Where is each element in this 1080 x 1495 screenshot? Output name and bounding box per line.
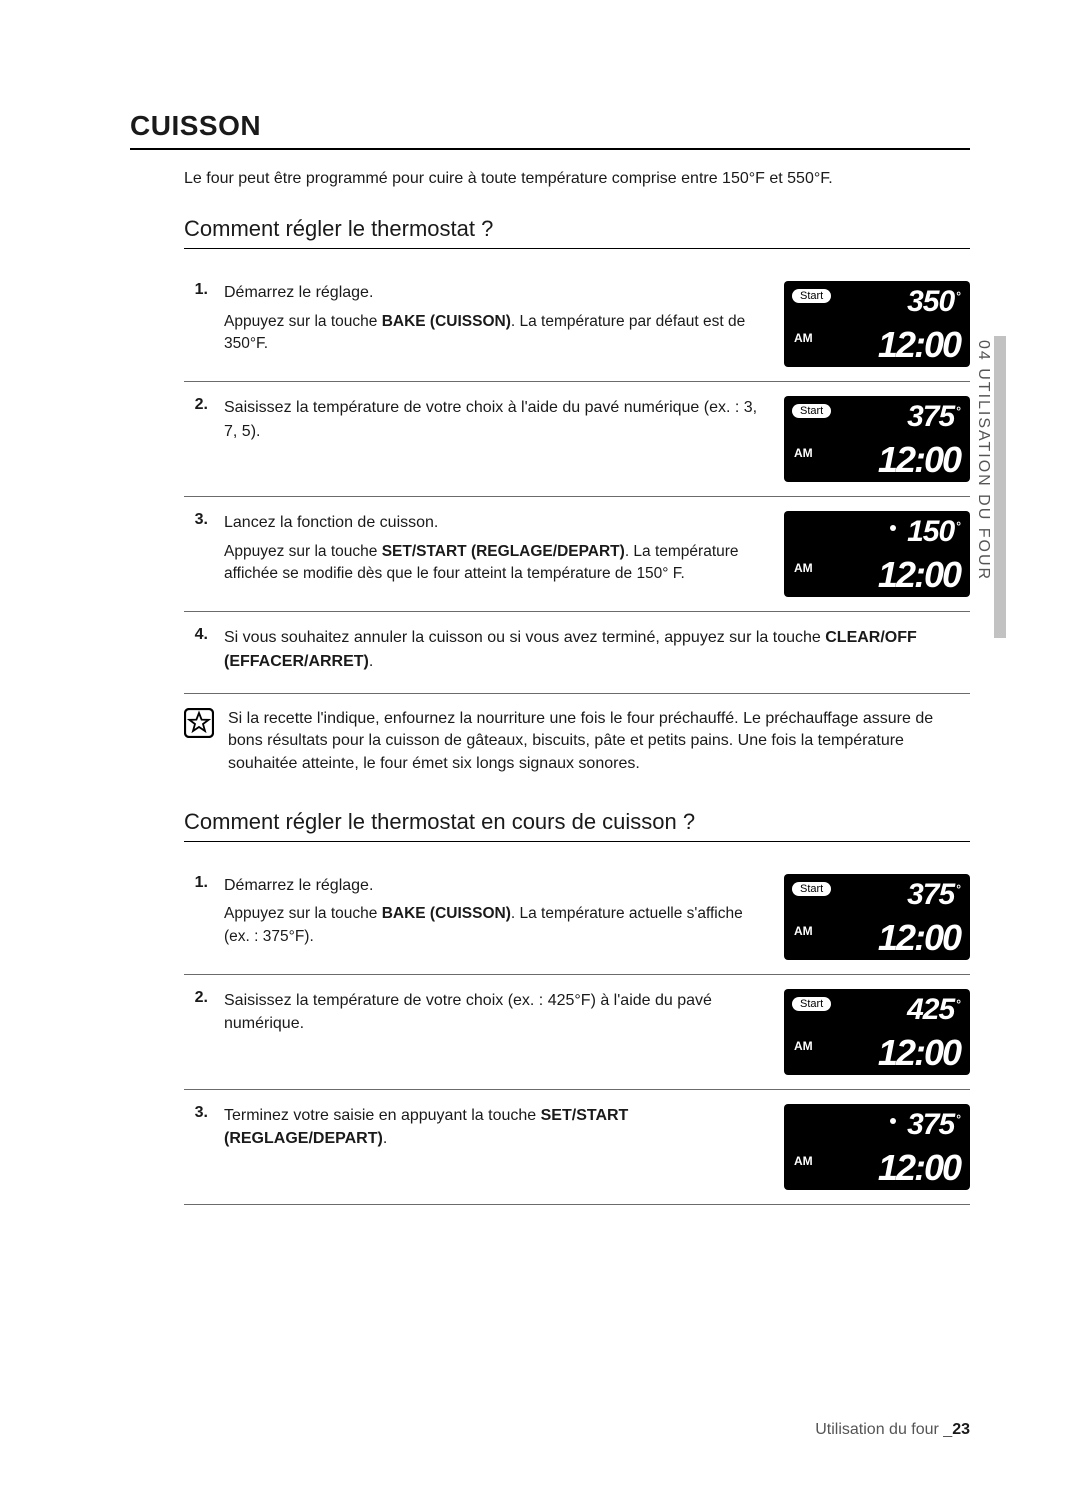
display-start-badge: Start	[792, 882, 831, 896]
step-row: 3. Lancez la fonction de cuisson.Appuyez…	[184, 497, 970, 612]
display-time: 12:00	[878, 1035, 960, 1071]
step-row: 4. Si vous souhaitez annuler la cuisson …	[184, 612, 970, 693]
footer-label: Utilisation du four _	[815, 1421, 952, 1438]
section-1: 1. Démarrez le réglage.Appuyez sur la to…	[184, 267, 970, 693]
oven-display: Start AM 375° 12:00	[784, 874, 970, 960]
step-row: 1. Démarrez le réglage.Appuyez sur la to…	[184, 267, 970, 382]
note-row: Si la recette l'indique, enfournez la no…	[184, 694, 970, 793]
step-number: 2.	[184, 396, 208, 482]
display-time: 12:00	[878, 327, 960, 363]
oven-display: AM 150° 12:00	[784, 511, 970, 597]
display-preheat-dot	[890, 1118, 896, 1124]
display-temp: 375°	[907, 400, 960, 434]
step-text: Si vous souhaitez annuler la cuisson ou …	[224, 626, 970, 678]
display-time: 12:00	[878, 1150, 960, 1186]
step-number: 1.	[184, 874, 208, 960]
side-tab-bar	[994, 336, 1006, 638]
display-time: 12:00	[878, 920, 960, 956]
step-number: 1.	[184, 281, 208, 367]
step-text: Lancez la fonction de cuisson.Appuyez su…	[224, 511, 768, 597]
page-footer: Utilisation du four _23	[815, 1421, 970, 1439]
step-text: Démarrez le réglage.Appuyez sur la touch…	[224, 281, 768, 367]
display-start-badge: Start	[792, 289, 831, 303]
display-am-label: AM	[794, 1154, 813, 1168]
display-temp: 150°	[907, 515, 960, 549]
oven-display: AM 375° 12:00	[784, 1104, 970, 1190]
display-am-label: AM	[794, 924, 813, 938]
oven-display: Start AM 425° 12:00	[784, 989, 970, 1075]
display-am-label: AM	[794, 331, 813, 345]
step-number: 3.	[184, 1104, 208, 1190]
oven-display: Start AM 350° 12:00	[784, 281, 970, 367]
display-time: 12:00	[878, 442, 960, 478]
step-text: Démarrez le réglage.Appuyez sur la touch…	[224, 874, 768, 960]
subheading-1: Comment régler le thermostat ?	[184, 216, 970, 249]
display-temp: 375°	[907, 878, 960, 912]
display-start-badge: Start	[792, 404, 831, 418]
display-am-label: AM	[794, 446, 813, 460]
oven-display: Start AM 375° 12:00	[784, 396, 970, 482]
footer-page: 23	[952, 1421, 970, 1438]
side-tab-label: 04 UTILISATION DU FOUR	[974, 340, 992, 581]
step-text: Saisissez la température de votre choix …	[224, 396, 768, 482]
display-temp: 425°	[907, 993, 960, 1027]
display-am-label: AM	[794, 561, 813, 575]
note-text: Si la recette l'indique, enfournez la no…	[228, 708, 970, 775]
step-number: 3.	[184, 511, 208, 597]
display-temp: 350°	[907, 285, 960, 319]
display-temp: 375°	[907, 1108, 960, 1142]
display-am-label: AM	[794, 1039, 813, 1053]
section-2: 1. Démarrez le réglage.Appuyez sur la to…	[184, 860, 970, 1205]
step-number: 4.	[184, 626, 208, 678]
step-row: 2. Saisissez la température de votre cho…	[184, 382, 970, 497]
step-number: 2.	[184, 989, 208, 1075]
display-preheat-dot	[890, 525, 896, 531]
step-row: 2. Saisissez la température de votre cho…	[184, 975, 970, 1090]
step-text: Terminez votre saisie en appuyant la tou…	[224, 1104, 768, 1190]
step-text: Saisissez la température de votre choix …	[224, 989, 768, 1075]
page-title: CUISSON	[130, 110, 970, 150]
step-row: 1. Démarrez le réglage.Appuyez sur la to…	[184, 860, 970, 975]
step-row: 3. Terminez votre saisie en appuyant la …	[184, 1090, 970, 1205]
intro-text: Le four peut être programmé pour cuire à…	[184, 168, 970, 190]
display-start-badge: Start	[792, 997, 831, 1011]
subheading-2: Comment régler le thermostat en cours de…	[184, 809, 970, 842]
star-note-icon	[184, 708, 214, 738]
display-time: 12:00	[878, 557, 960, 593]
